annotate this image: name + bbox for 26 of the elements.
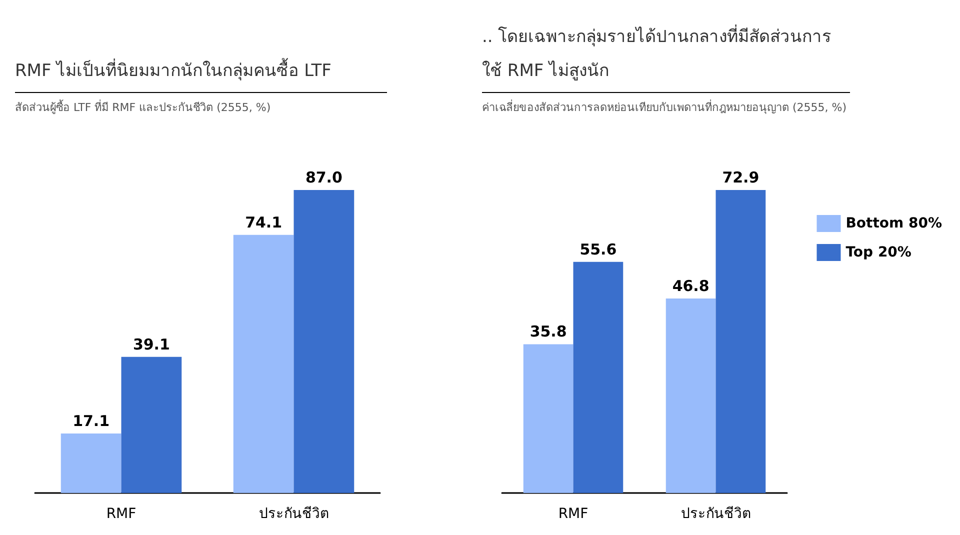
data-label: 17.1: [72, 412, 110, 430]
x-tick-label: RMF: [106, 506, 136, 522]
chart-title: RMF ไม่เป็นที่นิยมมากนักในกลุ่มคนซื้อ LTF: [15, 57, 332, 83]
chart-subtitle: สัดส่วนผู้ซื้อ LTF ที่มี RMF และประกันชีวิต (2555, %): [15, 98, 272, 116]
data-label: 55.6: [580, 240, 617, 258]
bar: [716, 190, 766, 493]
bar: [294, 190, 354, 493]
bar: [523, 344, 574, 493]
x-tick-label: RMF: [558, 506, 588, 522]
chart-subtitle: ค่าเฉลี่ยของสัดส่วนการลดหย่อนเทียบกับเพดานที่กฎหมายอนุญาต (2555, %): [482, 98, 848, 116]
chart-title: .. โดยเฉพาะกลุ่มรายได้ปานกลางที่มีสัดส่วนการใช้ RMF ไม่สูงนัก: [482, 24, 832, 83]
data-label: 35.8: [530, 322, 567, 341]
bar: [60, 433, 122, 493]
bar: [121, 356, 182, 493]
data-label: 72.9: [722, 168, 760, 186]
x-tick-label: ประกันชีวิต: [680, 506, 751, 522]
data-label: 39.1: [132, 335, 170, 354]
bar: [233, 234, 294, 493]
legend-label: Bottom 80%: [846, 216, 942, 232]
bar: [573, 262, 624, 493]
legend-label: Top 20%: [846, 244, 912, 260]
data-label: 46.8: [672, 276, 710, 295]
data-label: 87.0: [305, 168, 342, 186]
bar: [666, 298, 716, 493]
data-label: 74.1: [245, 213, 282, 232]
x-tick-label: ประกันชีวิต: [258, 506, 329, 522]
